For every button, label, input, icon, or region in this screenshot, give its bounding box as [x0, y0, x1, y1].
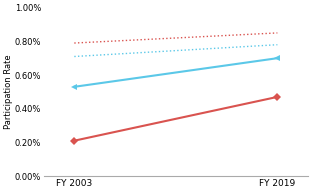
- Y-axis label: Participation Rate: Participation Rate: [4, 55, 13, 129]
